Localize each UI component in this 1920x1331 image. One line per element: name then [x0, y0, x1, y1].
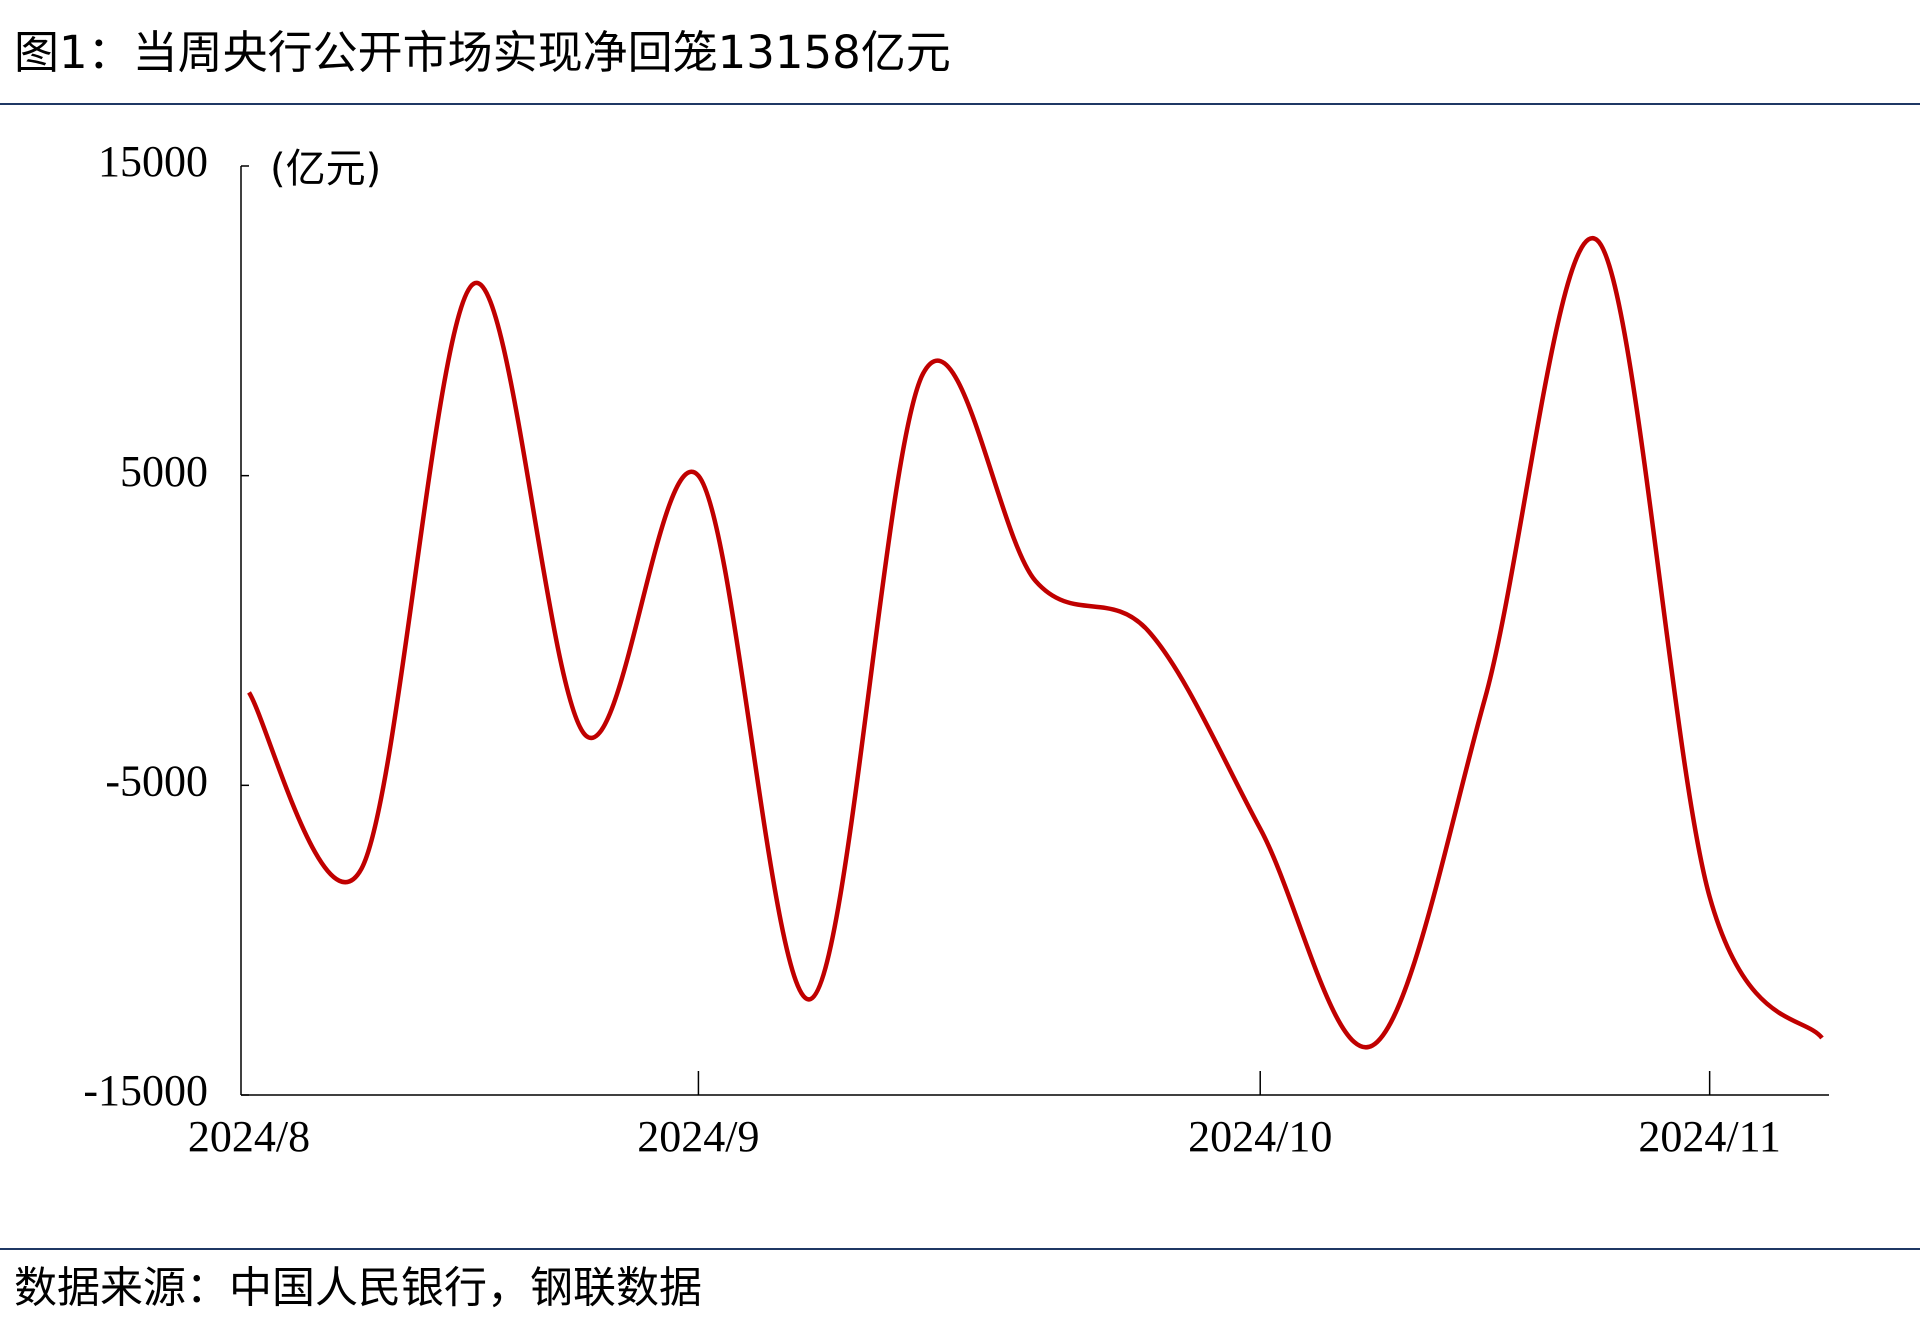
x-tick-label: 2024/11 [1638, 1112, 1781, 1161]
data-line [247, 235, 1824, 1050]
y-tick-label: 15000 [98, 137, 208, 186]
y-tick-label: 5000 [120, 447, 208, 496]
y-axis-unit: (亿元) [270, 146, 381, 192]
chart-title: 图1：当周央行公开市场实现净回笼13158亿元 [14, 26, 951, 79]
x-tick-label: 2024/8 [188, 1112, 310, 1161]
source-note: 数据来源：中国人民银行，钢联数据 [14, 1264, 702, 1314]
y-tick-label: -15000 [83, 1066, 208, 1115]
x-tick-label: 2024/10 [1188, 1112, 1332, 1161]
x-tick-label: 2024/9 [637, 1112, 759, 1161]
y-tick-label: -5000 [105, 756, 208, 805]
